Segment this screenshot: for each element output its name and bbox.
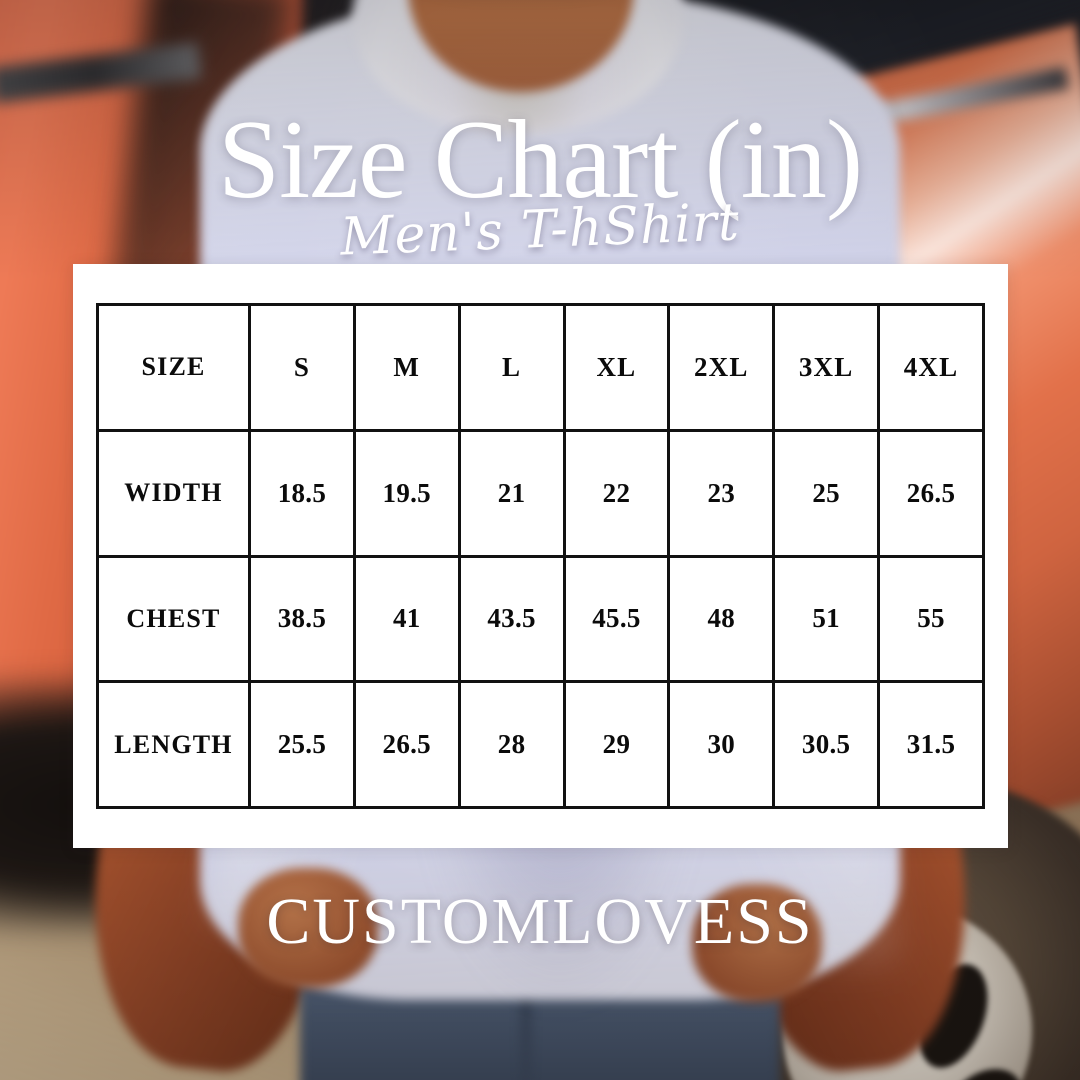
model-left-hand-shape: [238, 868, 378, 988]
table-header-cell-xl: XL: [562, 303, 671, 432]
table-header-cell-m: M: [352, 303, 461, 432]
table-row: LENGTH 25.5 26.5 28 29 30 30.5 31.5: [96, 680, 985, 809]
cell-length-s: 25.5: [248, 680, 356, 809]
table-header-cell-s: S: [248, 303, 356, 432]
cell-width-xl: 22: [562, 428, 671, 558]
brand-wordmark: CUSTOMLOVESS: [266, 885, 814, 958]
page-title: Size Chart (in): [217, 98, 863, 222]
table-header-row: SIZE S M L XL 2XL 3XL 4XL: [96, 303, 985, 432]
cell-length-2xl: 30: [667, 680, 776, 809]
cell-length-l: 28: [457, 680, 566, 809]
cell-chest-4xl: 55: [877, 554, 985, 684]
cell-chest-l: 43.5: [457, 554, 566, 684]
size-table: SIZE S M L XL 2XL 3XL 4XL WIDTH 18.5 19.…: [96, 303, 985, 809]
model-right-hand-shape: [692, 884, 822, 1002]
cell-length-3xl: 30.5: [772, 680, 881, 809]
table-row: CHEST 38.5 41 43.5 45.5 48 51 55: [96, 554, 985, 684]
cell-length-m: 26.5: [352, 680, 461, 809]
row-label-width: WIDTH: [96, 428, 251, 558]
cell-width-l: 21: [457, 428, 566, 558]
table-row: WIDTH 18.5 19.5 21 22 23 25 26.5: [96, 428, 985, 558]
cell-chest-m: 41: [352, 554, 461, 684]
cell-chest-2xl: 48: [667, 554, 776, 684]
cell-width-s: 18.5: [248, 428, 356, 558]
cell-width-3xl: 25: [772, 428, 881, 558]
row-label-length: LENGTH: [96, 680, 251, 809]
cell-length-4xl: 31.5: [877, 680, 985, 809]
size-table-card: SIZE S M L XL 2XL 3XL 4XL WIDTH 18.5 19.…: [73, 264, 1008, 848]
table-header-cell-4xl: 4XL: [877, 303, 985, 432]
row-label-chest: CHEST: [96, 554, 251, 684]
cell-length-xl: 29: [562, 680, 671, 809]
cell-width-2xl: 23: [667, 428, 776, 558]
table-header-cell-l: L: [457, 303, 566, 432]
cell-width-m: 19.5: [352, 428, 461, 558]
cell-chest-s: 38.5: [248, 554, 356, 684]
cell-width-4xl: 26.5: [877, 428, 985, 558]
cell-chest-xl: 45.5: [562, 554, 671, 684]
cell-chest-3xl: 51: [772, 554, 881, 684]
table-header-cell-3xl: 3XL: [772, 303, 881, 432]
table-header-cell-size: SIZE: [96, 303, 251, 432]
headline-block: Size Chart (in) Men's T-hShirt: [0, 98, 1080, 268]
table-header-cell-2xl: 2XL: [667, 303, 776, 432]
